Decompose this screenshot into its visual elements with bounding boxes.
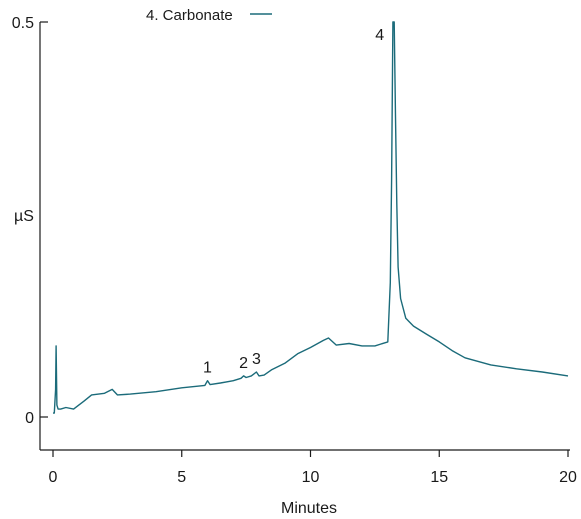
peak-label-1: 1 (203, 360, 212, 377)
peak-label-2: 2 (239, 355, 248, 372)
y-tick-label: 0 (25, 410, 34, 427)
y-axis-ticks: 00.5 (12, 15, 48, 427)
legend-label: 4. Carbonate (146, 7, 233, 24)
x-tick-label: 10 (302, 469, 320, 486)
y-axis-title: µS (14, 208, 34, 225)
x-axis-title: Minutes (281, 500, 337, 517)
series-group (53, 21, 569, 414)
x-tick-label: 5 (177, 469, 186, 486)
peak-label-4: 4 (375, 27, 384, 44)
x-tick-label: 0 (49, 469, 58, 486)
peak-label-3: 3 (252, 351, 261, 368)
chromatogram-trace (53, 21, 569, 414)
x-tick-label: 20 (559, 469, 577, 486)
x-tick-label: 15 (430, 469, 448, 486)
peak-labels: 1 2 3 4 (203, 27, 384, 377)
y-tick-label: 0.5 (12, 15, 34, 32)
x-axis-ticks: 0 5 10 15 20 (49, 450, 577, 486)
